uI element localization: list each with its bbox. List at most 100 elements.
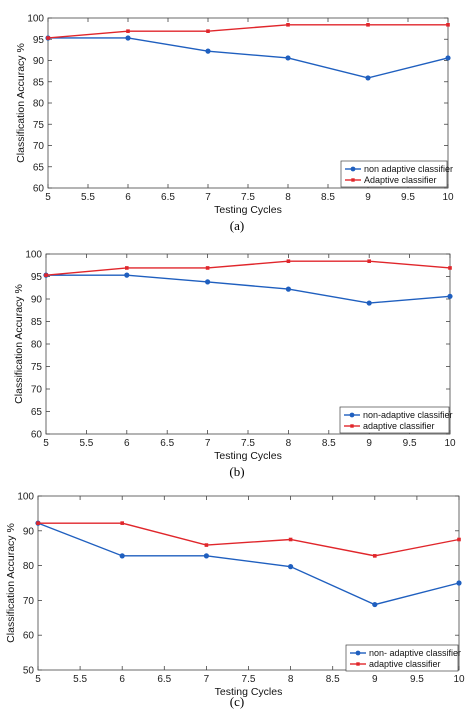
chart-panel-c: 5 5.5 6 6.5 7 7.5 8 8.5 9 9.5 10 50 60 70 80 90 100 Testi… <box>0 482 474 714</box>
legend-swatch-marker <box>349 412 355 418</box>
x-tick-label: 8 <box>286 438 292 449</box>
series-1-point <box>119 553 125 559</box>
series-line-1 <box>48 37 449 79</box>
legend-box <box>345 644 459 672</box>
x-tick-label: 8.5 <box>321 192 335 203</box>
x-tick-label: 6.5 <box>161 192 175 203</box>
series-2-point <box>120 521 124 525</box>
x-tick-label: 10 <box>453 674 465 685</box>
x-tick-label: 9 <box>365 192 371 203</box>
x-tick-label: 8 <box>285 192 291 203</box>
y-tick-label: 100 <box>17 492 34 503</box>
y-tick-label: 60 <box>31 430 43 441</box>
legend-entry-label: Adaptive classifier <box>364 175 437 185</box>
x-axis-label: Testing Cycles <box>214 450 282 462</box>
x-tick-label: 9.5 <box>410 674 424 685</box>
series-1-point <box>365 75 371 81</box>
x-tick-label: 7.5 <box>241 438 255 449</box>
x-tick-label: 7.5 <box>242 674 256 685</box>
chart-c-caption: (c) <box>229 694 245 709</box>
series-2-point <box>206 29 210 33</box>
plot-area-frame <box>37 495 460 671</box>
series-2-point <box>204 543 209 547</box>
y-tick-label: 70 <box>33 141 45 152</box>
series-2-point <box>373 554 377 558</box>
x-tick-label: 9.5 <box>403 438 417 449</box>
x-tick-label: 9 <box>372 674 378 685</box>
x-tick-label: 7 <box>205 438 211 449</box>
x-tick-label: 6 <box>125 192 131 203</box>
series-1-point <box>124 272 130 278</box>
series-line-1 <box>37 522 460 606</box>
x-tick-label: 5 <box>35 674 41 685</box>
y-tick-label: 90 <box>33 56 45 67</box>
y-tick-label: 65 <box>31 407 43 418</box>
series-2-point <box>125 266 129 270</box>
series-1-point <box>456 580 462 586</box>
legend-entry-label: adaptive classifier <box>363 421 435 431</box>
series-2-point <box>448 266 452 270</box>
x-tick-label: 9 <box>366 438 372 449</box>
chart-a-svg: 5 5.5 6 6.5 7 7.5 8 8.5 9 9.5 10 60 65 70 75 80 85 90 95 10… <box>15 14 454 217</box>
series-1-point <box>203 553 209 559</box>
series-1-point <box>447 293 453 299</box>
x-tick-label: 8 <box>288 674 294 685</box>
chart-c-svg: 5 5.5 6 6.5 7 7.5 8 8.5 9 9.5 10 50 60 70 80 90 100 Testi… <box>5 492 465 699</box>
y-tick-label: 100 <box>25 250 42 261</box>
y-tick-label: 95 <box>31 272 43 283</box>
y-tick-label: 85 <box>31 317 43 328</box>
x-tick-label: 7 <box>205 192 211 203</box>
legend-box <box>339 406 450 434</box>
series-2-point <box>126 29 130 33</box>
legend-entry-label: non-adaptive classifier <box>363 410 453 420</box>
y-tick-label: 80 <box>23 561 35 572</box>
y-tick-label: 80 <box>31 340 43 351</box>
chart-panel-b: 5 5.5 6 6.5 7 7.5 8 8.5 9 9.5 10 60 65 70 75 80 85 90 95 10… <box>0 238 474 482</box>
y-tick-label: 75 <box>31 362 43 373</box>
chart-a-caption: (a) <box>229 218 245 233</box>
y-tick-label: 90 <box>23 526 35 537</box>
series-2-point <box>44 273 48 277</box>
series-1-point <box>125 35 131 41</box>
y-tick-label: 60 <box>33 184 45 195</box>
series-2-point <box>366 23 370 27</box>
legend-swatch-marker <box>350 424 354 428</box>
legend-swatch-marker <box>355 650 361 656</box>
series-line-2 <box>38 522 460 557</box>
series-1-point <box>205 48 211 54</box>
series-2-point <box>36 521 40 525</box>
series-2-point <box>205 266 210 270</box>
x-tick-label: 6 <box>119 674 125 685</box>
legend-entry-label: non adaptive classifier <box>364 164 453 174</box>
x-tick-label: 7.5 <box>241 192 255 203</box>
y-axis-label: Classification Accuracy % <box>13 284 25 404</box>
y-tick-label: 75 <box>33 120 45 131</box>
series-1-point <box>372 601 378 608</box>
series-2-point <box>457 537 461 542</box>
x-tick-label: 7 <box>204 674 210 685</box>
y-tick-label: 95 <box>33 35 45 46</box>
x-tick-label: 8.5 <box>322 438 336 449</box>
x-tick-label: 6.5 <box>157 674 171 685</box>
y-tick-label: 65 <box>33 162 45 173</box>
x-tick-label: 5 <box>45 192 51 203</box>
x-tick-label: 5.5 <box>79 438 93 449</box>
chart-b-svg: 5 5.5 6 6.5 7 7.5 8 8.5 9 9.5 10 60 65 70 75 80 85 90 95 10… <box>13 250 456 463</box>
legend-entry-label: adaptive classifier <box>369 659 441 669</box>
x-axis-label: Testing Cycles <box>214 204 282 216</box>
y-tick-label: 85 <box>33 77 45 88</box>
x-tick-label: 6.5 <box>160 438 174 449</box>
series-1-point <box>285 55 291 61</box>
series-2-point <box>286 23 290 27</box>
series-2-point <box>288 537 293 542</box>
y-tick-label: 50 <box>23 666 35 677</box>
series-2-point <box>367 259 371 263</box>
series-1-point <box>288 564 294 570</box>
y-tick-label: 90 <box>31 295 43 306</box>
y-tick-label: 70 <box>23 596 35 607</box>
legend-swatch-marker <box>351 178 355 182</box>
legend-entry-label: non- adaptive classifier <box>369 648 461 658</box>
series-1-point <box>445 55 451 61</box>
y-axis-label: Classification Accuracy % <box>5 523 17 643</box>
x-tick-label: 5 <box>43 438 49 449</box>
